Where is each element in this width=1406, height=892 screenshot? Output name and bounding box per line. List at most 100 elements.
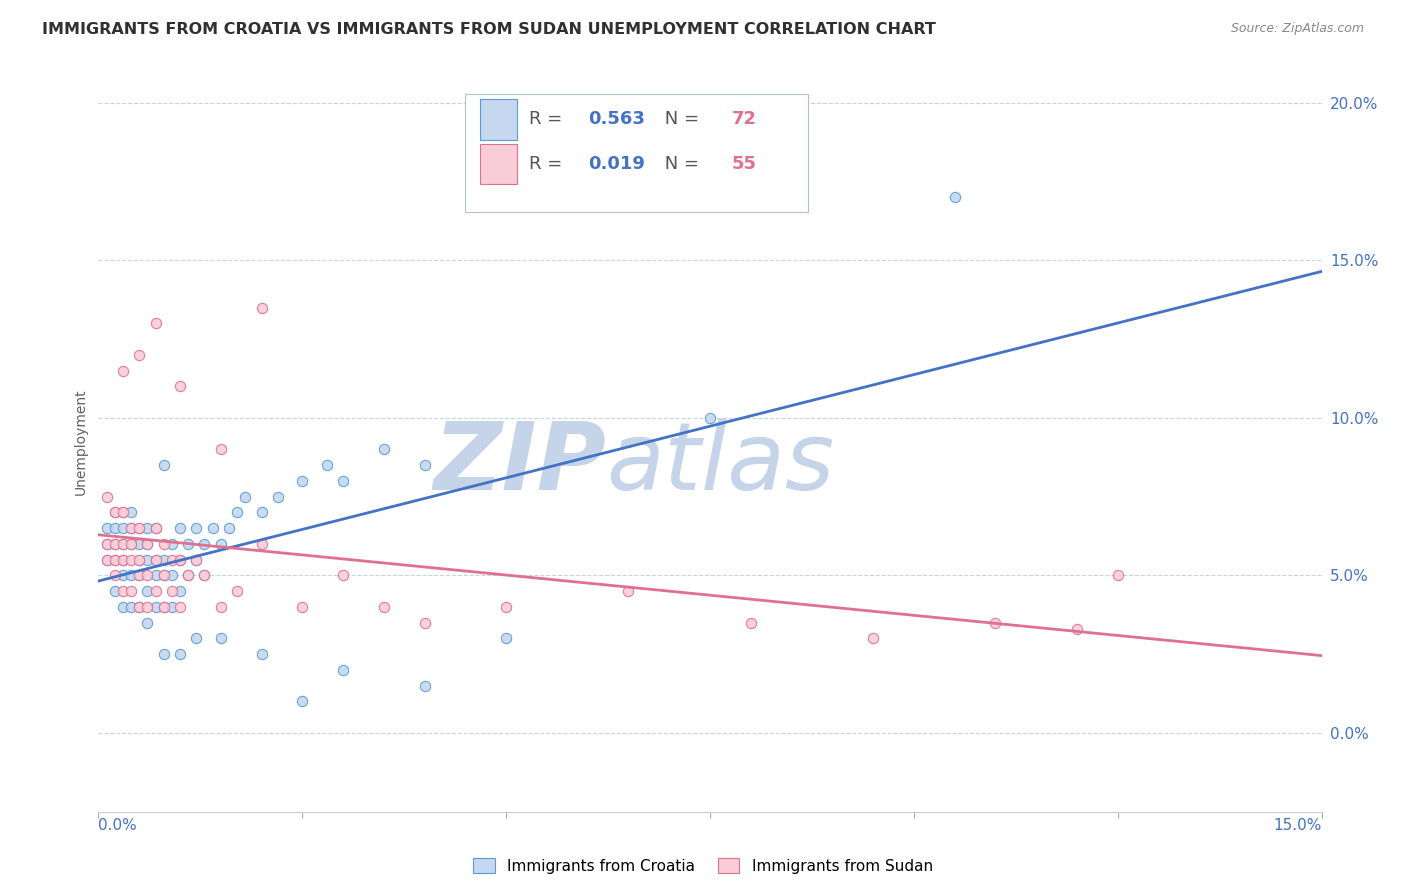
- Text: 0.0%: 0.0%: [98, 818, 138, 832]
- Point: [862, 632, 884, 646]
- Point: [160, 552, 183, 566]
- Point: [373, 442, 395, 457]
- Point: [120, 537, 142, 551]
- Point: [1107, 568, 1129, 582]
- Point: [128, 552, 150, 566]
- Point: [145, 317, 167, 331]
- Point: [152, 458, 174, 472]
- Point: [96, 490, 118, 504]
- Point: [104, 505, 127, 519]
- Point: [104, 552, 127, 566]
- Point: [104, 521, 127, 535]
- Point: [136, 599, 159, 614]
- Point: [413, 615, 436, 630]
- Point: [943, 190, 966, 204]
- Text: IMMIGRANTS FROM CROATIA VS IMMIGRANTS FROM SUDAN UNEMPLOYMENT CORRELATION CHART: IMMIGRANTS FROM CROATIA VS IMMIGRANTS FR…: [42, 22, 936, 37]
- Point: [145, 552, 167, 566]
- Point: [250, 537, 273, 551]
- Point: [169, 521, 191, 535]
- FancyBboxPatch shape: [465, 94, 808, 212]
- Point: [104, 568, 127, 582]
- Point: [177, 568, 200, 582]
- Point: [1066, 622, 1088, 636]
- Point: [111, 505, 134, 519]
- Point: [120, 521, 142, 535]
- Point: [193, 568, 215, 582]
- Text: 0.019: 0.019: [588, 155, 644, 173]
- Point: [136, 537, 159, 551]
- Point: [740, 615, 762, 630]
- Point: [128, 599, 150, 614]
- Point: [136, 584, 159, 599]
- Point: [120, 552, 142, 566]
- Point: [136, 552, 159, 566]
- Point: [145, 552, 167, 566]
- Point: [169, 599, 191, 614]
- Point: [177, 537, 200, 551]
- Point: [152, 599, 174, 614]
- Point: [169, 552, 191, 566]
- Point: [152, 537, 174, 551]
- Point: [617, 584, 640, 599]
- Point: [120, 505, 142, 519]
- Point: [413, 458, 436, 472]
- Point: [169, 647, 191, 661]
- Text: N =: N =: [658, 111, 704, 128]
- Point: [152, 552, 174, 566]
- Point: [250, 647, 273, 661]
- Point: [145, 584, 167, 599]
- Point: [250, 301, 273, 315]
- Point: [128, 568, 150, 582]
- Point: [145, 568, 167, 582]
- Text: 55: 55: [733, 155, 756, 173]
- Point: [186, 552, 208, 566]
- Text: N =: N =: [658, 155, 704, 173]
- Point: [315, 458, 337, 472]
- Point: [111, 552, 134, 566]
- Point: [111, 584, 134, 599]
- Point: [96, 552, 118, 566]
- Y-axis label: Unemployment: Unemployment: [73, 388, 87, 495]
- Point: [233, 490, 256, 504]
- Text: R =: R =: [529, 111, 568, 128]
- Point: [111, 568, 134, 582]
- Point: [120, 537, 142, 551]
- Text: 15.0%: 15.0%: [1274, 818, 1322, 832]
- Point: [699, 411, 721, 425]
- Point: [128, 521, 150, 535]
- Legend: Immigrants from Croatia, Immigrants from Sudan: Immigrants from Croatia, Immigrants from…: [467, 852, 939, 880]
- Point: [128, 521, 150, 535]
- Point: [111, 599, 134, 614]
- Point: [201, 521, 224, 535]
- Point: [169, 584, 191, 599]
- Point: [104, 584, 127, 599]
- Text: 72: 72: [733, 111, 756, 128]
- Point: [152, 599, 174, 614]
- Text: ZIP: ZIP: [433, 417, 606, 509]
- Point: [96, 521, 118, 535]
- Point: [332, 474, 354, 488]
- Point: [193, 537, 215, 551]
- FancyBboxPatch shape: [479, 144, 517, 185]
- Point: [96, 552, 118, 566]
- Point: [111, 537, 134, 551]
- Point: [136, 568, 159, 582]
- Point: [160, 568, 183, 582]
- Point: [136, 521, 159, 535]
- Point: [128, 568, 150, 582]
- Point: [96, 537, 118, 551]
- Point: [984, 615, 1007, 630]
- Point: [209, 632, 232, 646]
- Text: R =: R =: [529, 155, 568, 173]
- Point: [373, 599, 395, 614]
- Point: [209, 599, 232, 614]
- Point: [120, 521, 142, 535]
- Point: [120, 599, 142, 614]
- Point: [186, 632, 208, 646]
- Point: [177, 568, 200, 582]
- Point: [186, 552, 208, 566]
- Point: [111, 364, 134, 378]
- Point: [128, 537, 150, 551]
- Point: [128, 599, 150, 614]
- Point: [104, 505, 127, 519]
